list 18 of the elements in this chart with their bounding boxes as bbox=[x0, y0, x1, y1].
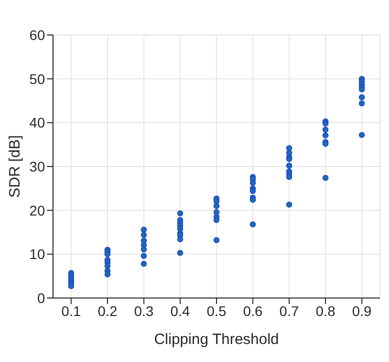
x-tick-label: 0.1 bbox=[61, 302, 82, 319]
x-tick-label: 0.3 bbox=[134, 302, 154, 319]
y-axis-title: SDR [dB] bbox=[6, 135, 24, 198]
y-tick-label: 10 bbox=[29, 246, 46, 262]
y-tick-label: 40 bbox=[29, 114, 46, 131]
x-tick-label: 0.5 bbox=[206, 302, 226, 319]
x-tick-label: 0.6 bbox=[243, 302, 263, 319]
x-tick-label: 0.8 bbox=[316, 302, 336, 319]
x-axis-title: Clipping Threshold bbox=[154, 331, 279, 348]
y-tick-label: 20 bbox=[29, 202, 46, 218]
y-tick-label: 60 bbox=[29, 26, 46, 43]
x-tick-label: 0.4 bbox=[170, 302, 190, 319]
y-tick-label: 0 bbox=[37, 290, 46, 306]
y-tick-label: 50 bbox=[29, 70, 46, 87]
y-tick-label: 30 bbox=[29, 158, 46, 174]
x-tick-label: 0.9 bbox=[352, 302, 372, 319]
x-tick-label: 0.2 bbox=[98, 302, 118, 319]
x-tick-label: 0.7 bbox=[279, 302, 300, 319]
